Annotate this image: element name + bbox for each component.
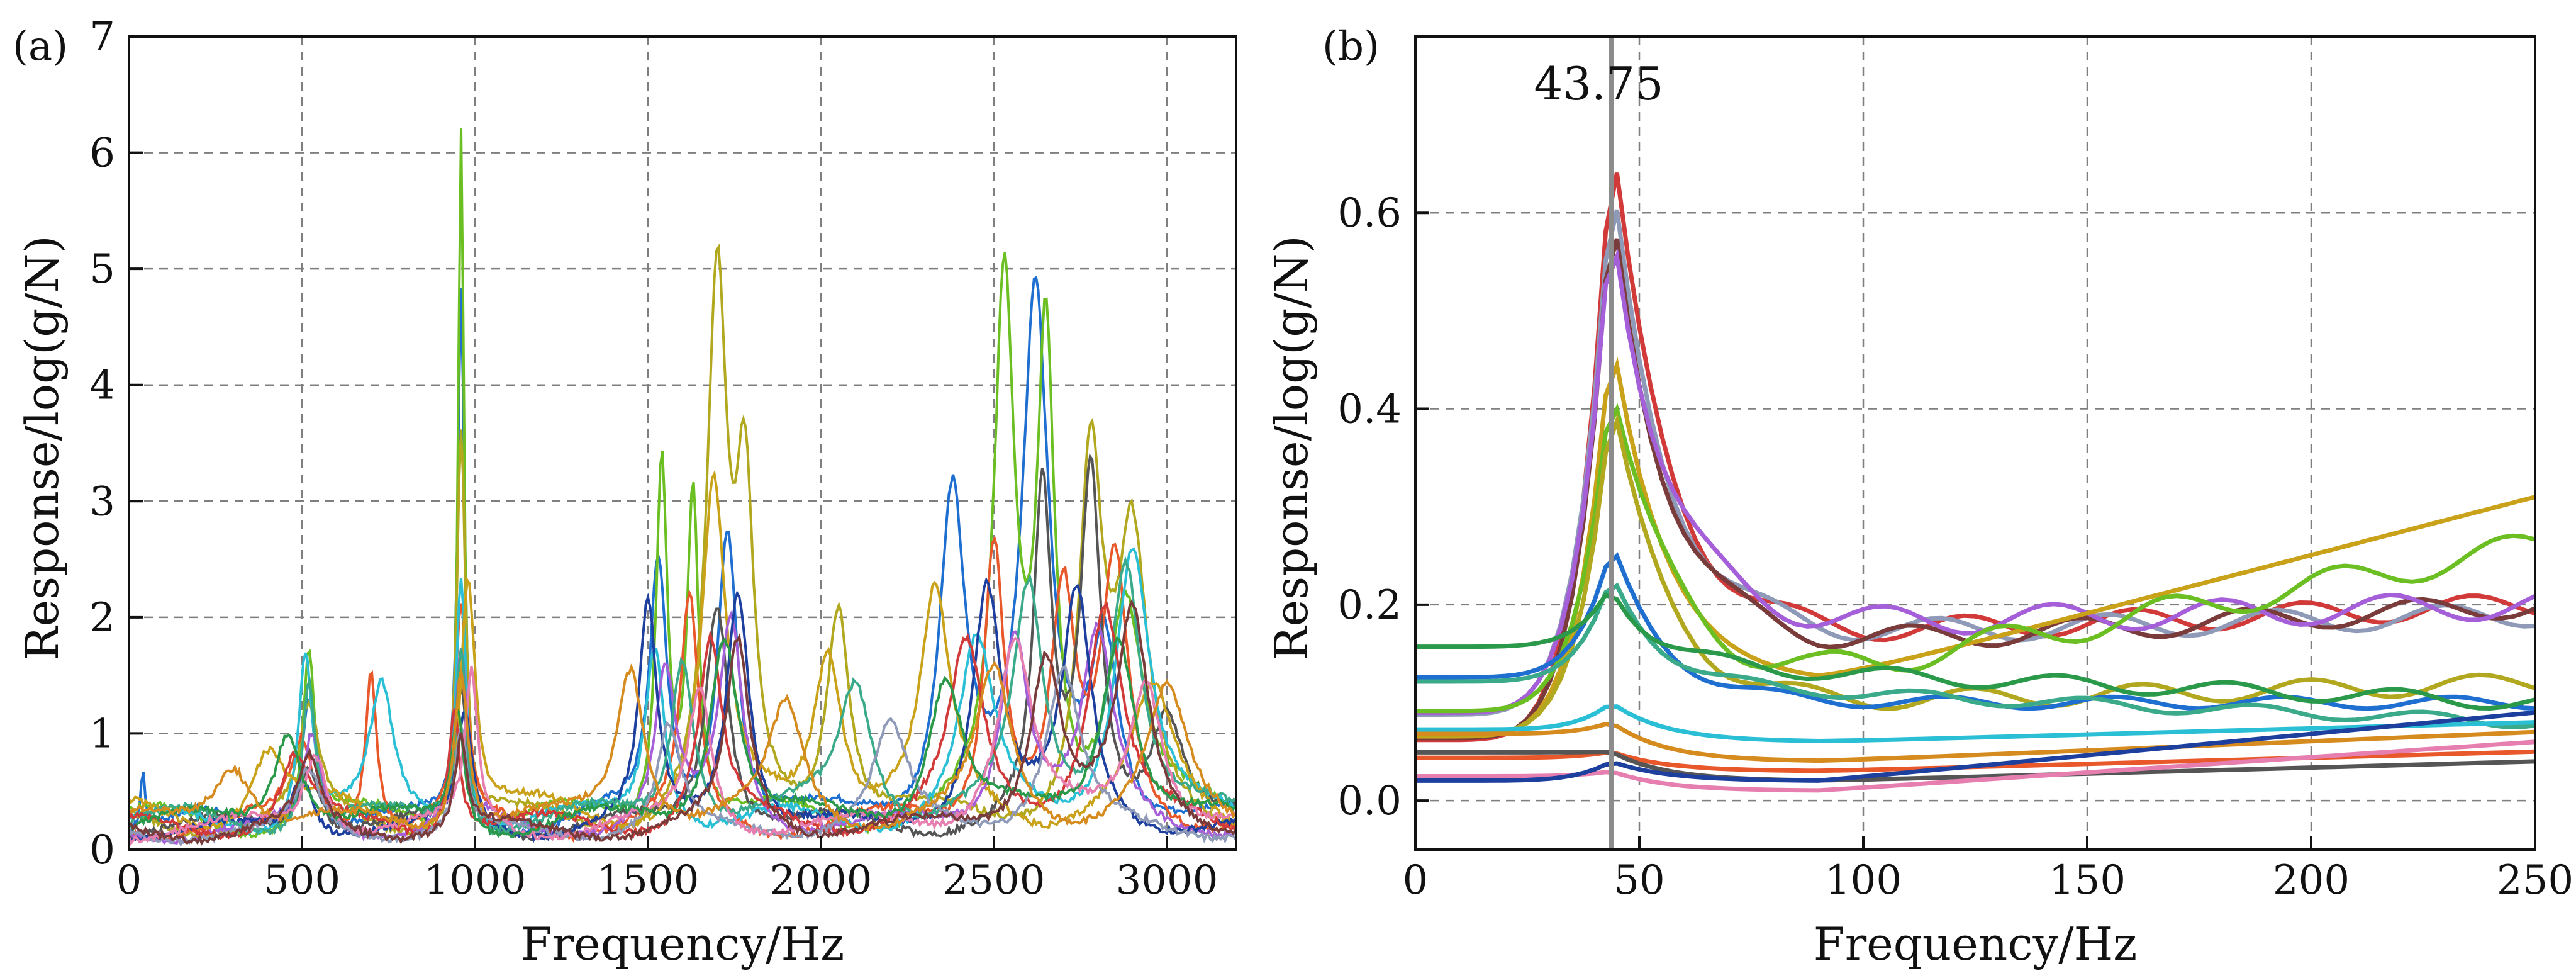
series-line-s14 [129,636,1236,838]
series-line-s5 [129,453,1236,843]
panel-b-ylabel: Response/log(g/N) [1265,235,1318,660]
y-tick-label: 3 [89,478,115,525]
y-tick-label: 0 [89,827,115,874]
x-tick-label: 50 [1614,857,1664,904]
x-tick-label: 1000 [424,857,527,904]
y-tick-label: 5 [89,246,115,293]
series-line-b4 [1415,248,2535,716]
panel-b-ticks: 0 50 100 150 200 250 0.0 0.2 0.4 0.6 [1337,190,2573,904]
x-tick-label: 100 [1825,857,1902,904]
x-tick-label: 150 [2049,857,2126,904]
series-line-b1 [1415,172,2535,743]
panel-b-xlabel: Frequency/Hz [1814,918,2137,970]
series-line-s12 [129,665,1236,847]
y-tick-label: 2 [89,595,115,641]
panel-a-series [129,128,1236,847]
series-line-b6 [1415,403,2535,714]
y-tick-label: 0.4 [1337,386,1402,433]
series-line-s16 [129,599,1236,846]
peak-frequency-label: 43.75 [1534,57,1663,110]
y-tick-label: 0.0 [1337,778,1402,824]
panel-a-grid [129,37,1236,850]
series-line-b5 [1415,357,2535,739]
series-line-b12 [1415,722,2535,763]
series-line-s2 [129,128,1236,840]
series-line-b8 [1415,552,2535,711]
panel-a: (a) 0 500 1000 1500 2000 2500 3000 0 1 2 3 4 5 6 7 Fre… [13,14,1237,970]
series-line-b10 [1415,592,2535,711]
series-line-s13 [129,636,1236,846]
panel-b-series [1415,172,2535,793]
series-line-b11 [1415,704,2535,744]
x-tick-label: 500 [264,857,340,904]
panel-b-label: (b) [1322,23,1380,70]
series-line-b15 [1415,739,2535,793]
y-tick-label: 0.6 [1337,190,1402,237]
x-tick-label: 2500 [943,857,1045,904]
series-line-b16 [1415,710,2535,783]
x-tick-label: 3000 [1116,857,1218,904]
series-line-s11 [129,601,1236,840]
panel-b-frame [1414,35,2536,851]
panel-a-xlabel: Frequency/Hz [521,918,844,970]
y-tick-label: 7 [89,14,115,60]
panel-a-ylabel: Response/log(g/N) [16,235,69,660]
panel-a-frame [128,35,1237,851]
y-tick-label: 6 [89,130,115,177]
x-tick-label: 0 [116,857,142,904]
x-tick-label: 0 [1403,857,1429,904]
x-tick-label: 200 [2273,857,2350,904]
panel-a-label: (a) [13,23,68,70]
x-tick-label: 250 [2497,857,2573,904]
panel-b: (b) 43.75 0 50 100 150 200 250 0.0 0.2 0.4 0.6 Fr… [1265,23,2573,970]
y-tick-label: 4 [89,363,115,409]
y-tick-label: 0.2 [1337,582,1402,629]
x-tick-label: 1500 [597,857,700,904]
y-tick-label: 1 [89,711,115,757]
x-tick-label: 2000 [770,857,873,904]
series-line-b14 [1415,749,2535,783]
panel-a-ticks: 0 500 1000 1500 2000 2500 3000 0 1 2 3 4 5 6 7 [89,14,1218,904]
